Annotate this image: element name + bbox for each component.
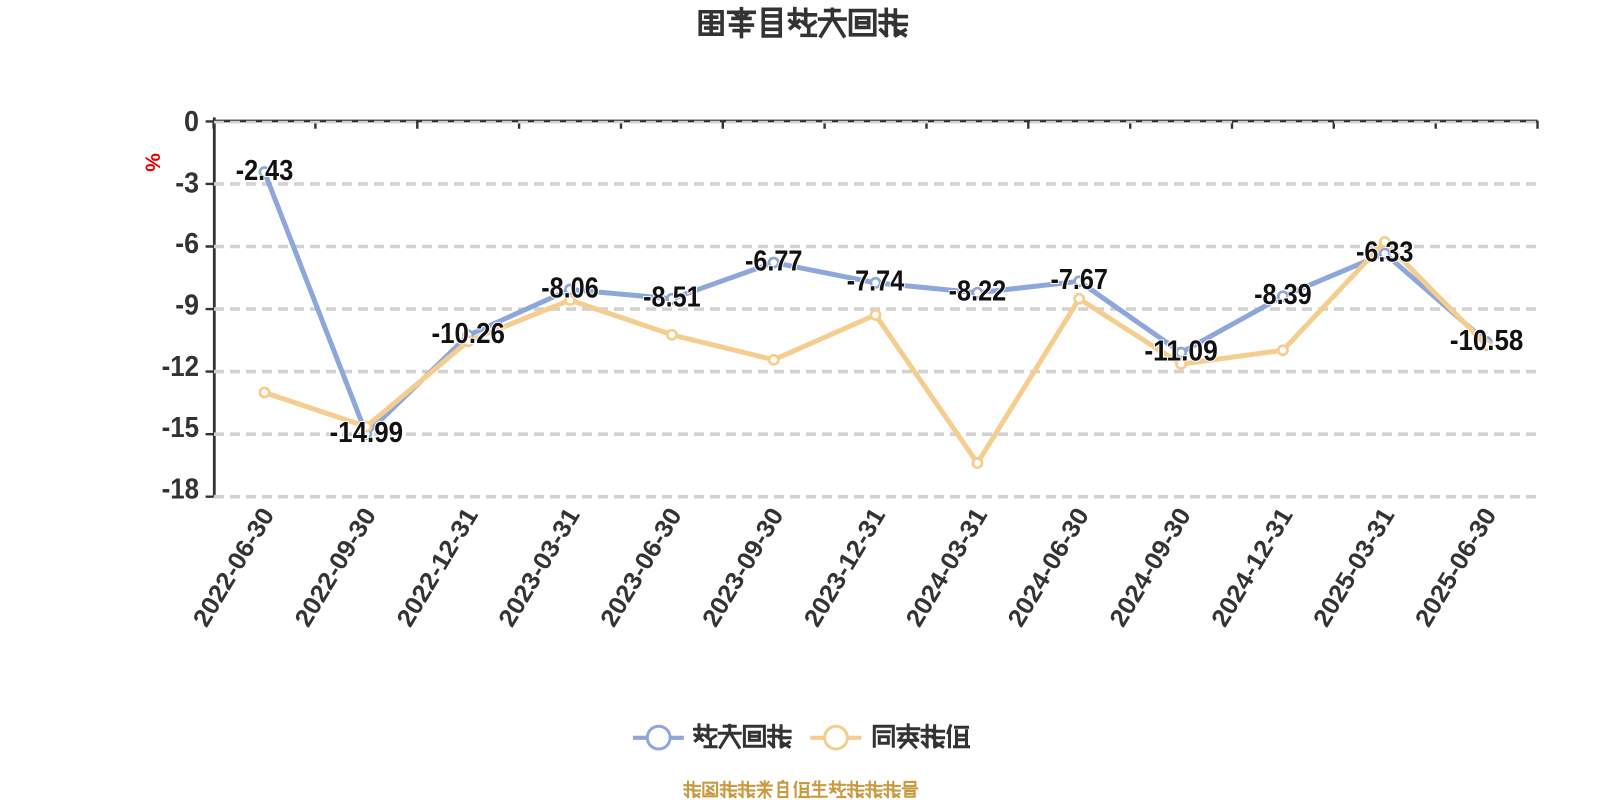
svg-text:%: % xyxy=(141,153,164,172)
svg-text:2023-06-30: 2023-06-30 xyxy=(595,503,688,631)
svg-text:-11.09: -11.09 xyxy=(1144,336,1218,368)
svg-text:2025-06-30: 2025-06-30 xyxy=(1410,503,1503,631)
svg-text:0: 0 xyxy=(184,106,199,138)
svg-text:-7.74: -7.74 xyxy=(847,266,905,298)
svg-text:-7.67: -7.67 xyxy=(1050,264,1108,296)
svg-text:2024-03-31: 2024-03-31 xyxy=(901,503,994,632)
svg-text:-10.58: -10.58 xyxy=(1450,325,1524,357)
svg-text:-6.77: -6.77 xyxy=(745,246,803,278)
svg-text:-2.43: -2.43 xyxy=(236,155,294,187)
svg-text:-6.33: -6.33 xyxy=(1356,236,1414,268)
svg-text:2022-09-30: 2022-09-30 xyxy=(289,503,382,631)
svg-text:2024-12-31: 2024-12-31 xyxy=(1206,503,1299,632)
svg-text:2023-03-31: 2023-03-31 xyxy=(493,503,586,632)
svg-text:-8.51: -8.51 xyxy=(643,282,701,314)
svg-text:-18: -18 xyxy=(162,473,199,505)
svg-text:-6: -6 xyxy=(175,228,199,260)
svg-text:-3: -3 xyxy=(175,168,199,200)
svg-text:2023-09-30: 2023-09-30 xyxy=(697,503,790,631)
svg-text:2025-03-31: 2025-03-31 xyxy=(1308,503,1401,632)
svg-text:2024-09-30: 2024-09-30 xyxy=(1104,503,1197,631)
svg-text:-12: -12 xyxy=(162,351,199,383)
svg-text:-9: -9 xyxy=(175,289,199,321)
svg-text:2022-06-30: 2022-06-30 xyxy=(188,503,281,631)
svg-text:-8.39: -8.39 xyxy=(1254,279,1312,311)
svg-text:2023-12-31: 2023-12-31 xyxy=(799,503,892,632)
svg-text:2022-12-31: 2022-12-31 xyxy=(391,503,484,632)
svg-text:-10.26: -10.26 xyxy=(431,318,505,350)
svg-text:-14.99: -14.99 xyxy=(330,417,404,449)
svg-text:-15: -15 xyxy=(162,412,200,444)
svg-text:-8.22: -8.22 xyxy=(949,276,1007,308)
svg-text:2024-06-30: 2024-06-30 xyxy=(1002,503,1095,631)
svg-text:-8.06: -8.06 xyxy=(541,272,599,304)
